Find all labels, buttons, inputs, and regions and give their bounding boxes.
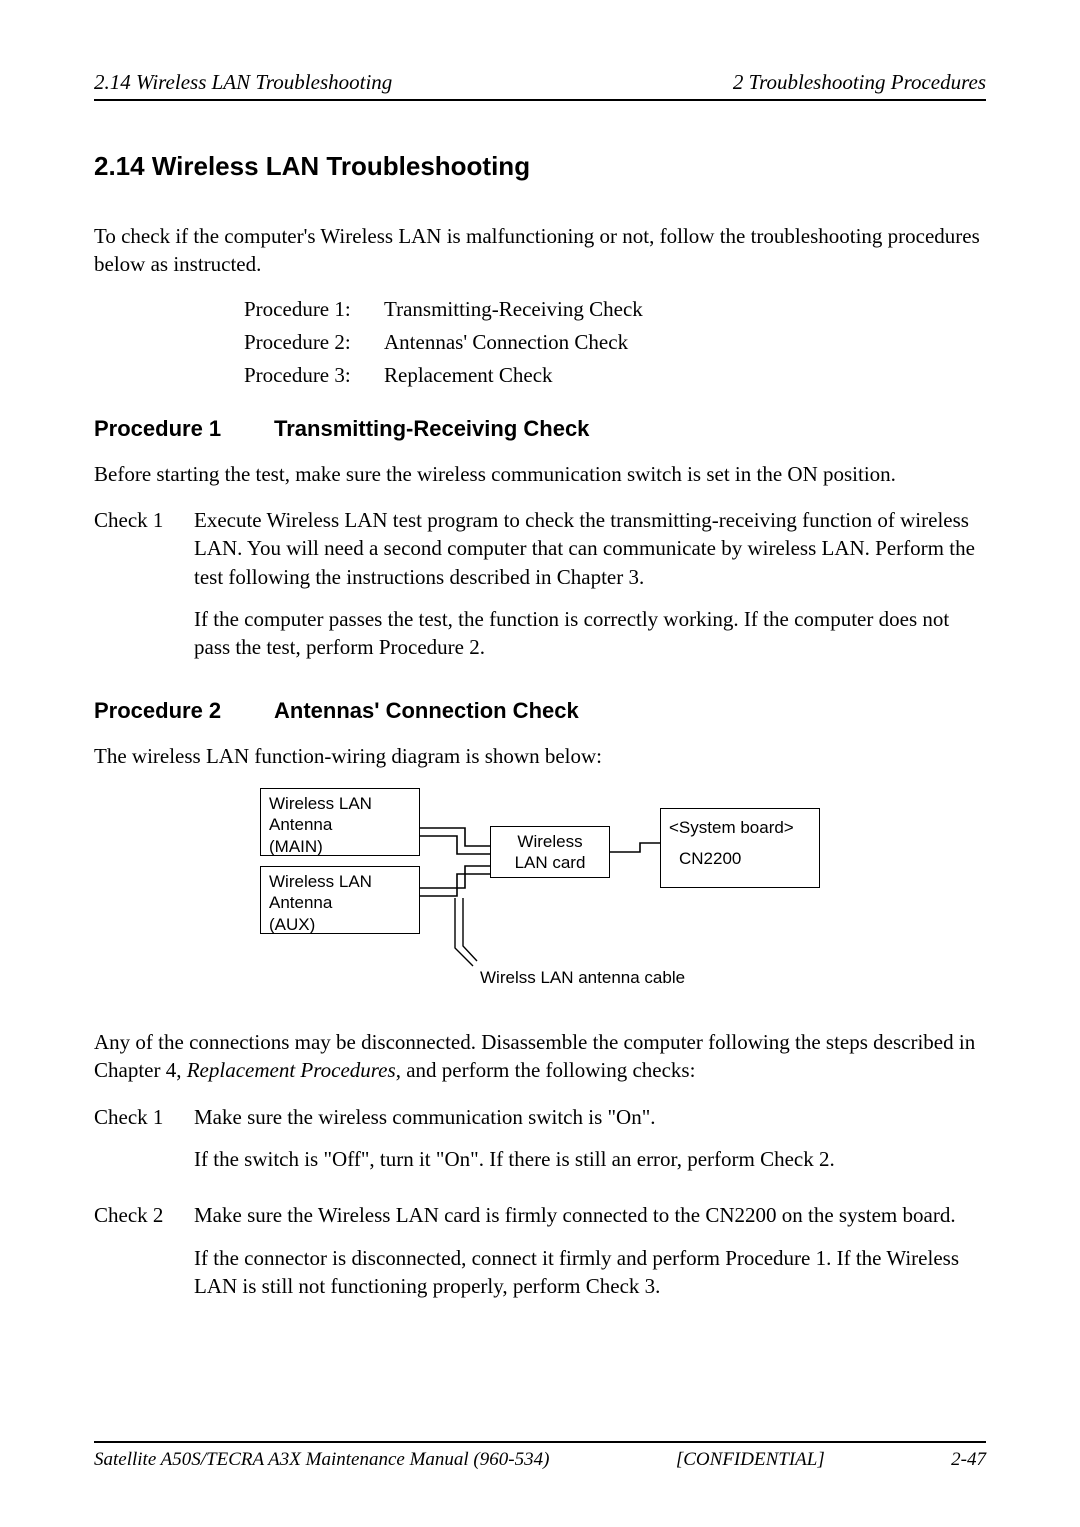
box-system-board: <System board> CN2200 bbox=[660, 808, 820, 888]
procedure-name: Replacement Check bbox=[384, 363, 553, 388]
running-header: 2.14 Wireless LAN Troubleshooting 2 Trou… bbox=[94, 70, 986, 101]
procedure-1-heading: Procedure 1 Transmitting-Receiving Check bbox=[94, 416, 986, 442]
proc2-check1: Check 1 Make sure the wireless communica… bbox=[94, 1103, 986, 1188]
box-line: Wireless LAN bbox=[269, 793, 411, 814]
procedure-label: Procedure 2: bbox=[244, 330, 384, 355]
procedure-name: Transmitting-Receiving Check bbox=[384, 297, 643, 322]
procedure-label: Procedure 3: bbox=[244, 363, 384, 388]
diagram-canvas: Wireless LAN Antenna (MAIN) Wireless LAN… bbox=[260, 788, 820, 998]
check-paragraph: Make sure the Wireless LAN card is firml… bbox=[194, 1201, 986, 1229]
procedure-list-item: Procedure 1: Transmitting-Receiving Chec… bbox=[244, 297, 986, 322]
box-line: Wireless bbox=[515, 831, 586, 852]
running-footer: Satellite A50S/TECRA A3X Maintenance Man… bbox=[94, 1441, 986, 1471]
procedure-label: Procedure 1: bbox=[244, 297, 384, 322]
box-line: LAN card bbox=[515, 852, 586, 873]
check-body: Execute Wireless LAN test program to che… bbox=[194, 506, 986, 676]
section-title: 2.14 Wireless LAN Troubleshooting bbox=[94, 151, 986, 182]
after-diagram-paragraph: Any of the connections may be disconnect… bbox=[94, 1028, 986, 1085]
text-run: , and perform the following checks: bbox=[396, 1058, 696, 1082]
box-line: (AUX) bbox=[269, 914, 411, 935]
check-body: Make sure the wireless communication swi… bbox=[194, 1103, 986, 1188]
procedure-name: Antennas' Connection Check bbox=[384, 330, 628, 355]
check-paragraph: Make sure the wireless communication swi… bbox=[194, 1103, 986, 1131]
check-paragraph: If the connector is disconnected, connec… bbox=[194, 1244, 986, 1301]
proc2-check2: Check 2 Make sure the Wireless LAN card … bbox=[94, 1201, 986, 1314]
box-wlan-card: Wireless LAN card bbox=[490, 826, 610, 878]
footer-left: Satellite A50S/TECRA A3X Maintenance Man… bbox=[94, 1449, 549, 1471]
procedure-list-item: Procedure 3: Replacement Check bbox=[244, 363, 986, 388]
box-line: Wireless LAN bbox=[269, 871, 411, 892]
box-line: CN2200 bbox=[669, 848, 811, 869]
diagram-caption: Wirelss LAN antenna cable bbox=[480, 968, 685, 988]
procedure-list: Procedure 1: Transmitting-Receiving Chec… bbox=[244, 297, 986, 388]
procedure-2-intro: The wireless LAN function-wiring diagram… bbox=[94, 742, 986, 770]
check-paragraph: If the switch is "Off", turn it "On". If… bbox=[194, 1145, 986, 1173]
check-label: Check 1 bbox=[94, 506, 194, 676]
procedure-number: Procedure 2 bbox=[94, 698, 274, 724]
check-paragraph: Execute Wireless LAN test program to che… bbox=[194, 506, 986, 591]
box-antenna-main: Wireless LAN Antenna (MAIN) bbox=[260, 788, 420, 856]
box-line: (MAIN) bbox=[269, 836, 411, 857]
page: 2.14 Wireless LAN Troubleshooting 2 Trou… bbox=[0, 0, 1080, 1527]
procedure-list-item: Procedure 2: Antennas' Connection Check bbox=[244, 330, 986, 355]
procedure-title: Transmitting-Receiving Check bbox=[274, 416, 589, 442]
check-paragraph: If the computer passes the test, the fun… bbox=[194, 605, 986, 662]
header-left: 2.14 Wireless LAN Troubleshooting bbox=[94, 70, 392, 95]
footer-right: 2-47 bbox=[951, 1449, 986, 1471]
check-body: Make sure the Wireless LAN card is firml… bbox=[194, 1201, 986, 1314]
procedure-number: Procedure 1 bbox=[94, 416, 274, 442]
wiring-diagram: Wireless LAN Antenna (MAIN) Wireless LAN… bbox=[94, 788, 986, 998]
intro-paragraph: To check if the computer's Wireless LAN … bbox=[94, 222, 986, 279]
proc1-check1: Check 1 Execute Wireless LAN test progra… bbox=[94, 506, 986, 676]
check-label: Check 2 bbox=[94, 1201, 194, 1314]
box-line: Antenna bbox=[269, 814, 411, 835]
box-line: Antenna bbox=[269, 892, 411, 913]
text-italic: Replacement Procedures bbox=[187, 1058, 396, 1082]
footer-center: [CONFIDENTIAL] bbox=[676, 1449, 825, 1471]
procedure-1-intro: Before starting the test, make sure the … bbox=[94, 460, 986, 488]
check-label: Check 1 bbox=[94, 1103, 194, 1188]
box-antenna-aux: Wireless LAN Antenna (AUX) bbox=[260, 866, 420, 934]
procedure-title: Antennas' Connection Check bbox=[274, 698, 579, 724]
procedure-2-heading: Procedure 2 Antennas' Connection Check bbox=[94, 698, 986, 724]
header-right: 2 Troubleshooting Procedures bbox=[733, 70, 986, 95]
box-line: <System board> bbox=[669, 817, 811, 838]
